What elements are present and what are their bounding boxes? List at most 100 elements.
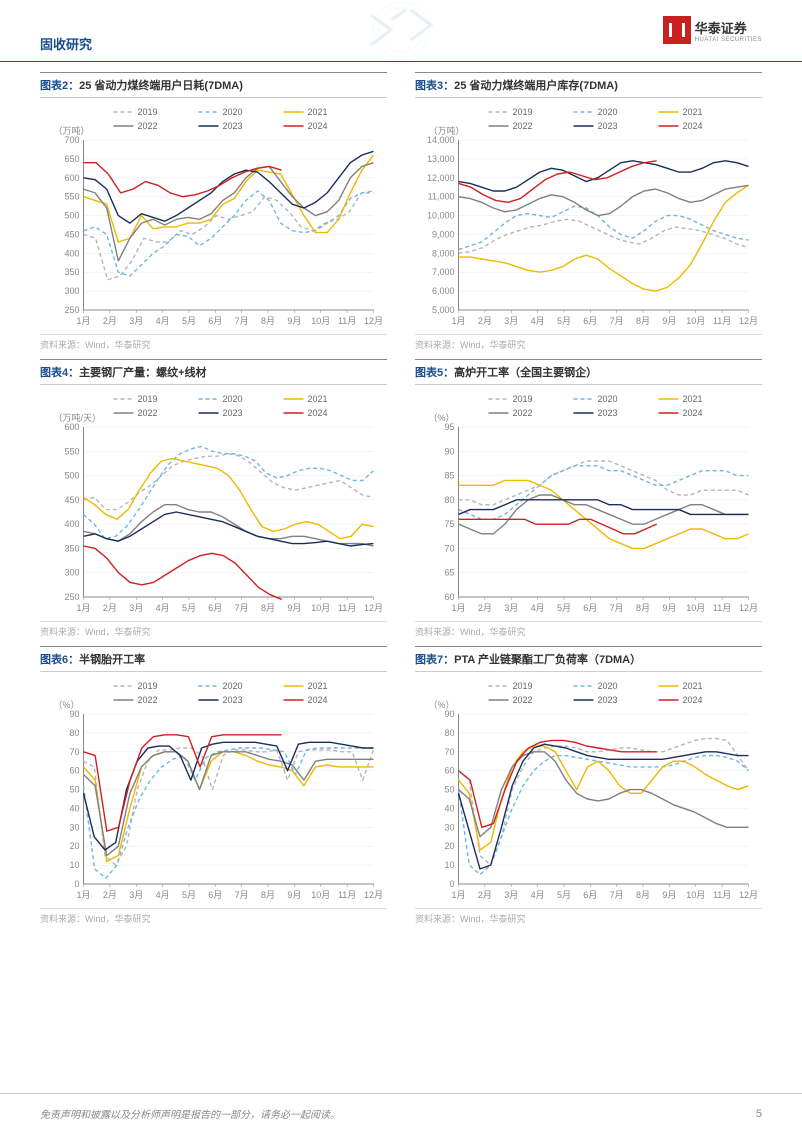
chart-title: 图表5：高炉开工率（全国主要钢企） (415, 359, 762, 385)
svg-text:500: 500 (64, 471, 79, 481)
svg-text:2020: 2020 (223, 394, 243, 404)
svg-text:（%）: （%） (54, 700, 80, 710)
chart-title-text: 半钢胎开工率 (79, 654, 145, 666)
chart-source: 资料来源：Wind，华泰研究 (415, 621, 762, 638)
svg-text:5月: 5月 (557, 890, 571, 900)
svg-text:40: 40 (444, 803, 454, 813)
svg-text:8月: 8月 (261, 603, 275, 613)
charts-grid: 图表2：25 省动力煤终端用户日耗(7DMA)25030035040045050… (0, 62, 802, 925)
svg-text:2022: 2022 (513, 695, 533, 705)
svg-text:12月: 12月 (364, 890, 383, 900)
svg-text:6,000: 6,000 (432, 286, 455, 296)
svg-text:550: 550 (64, 446, 79, 456)
svg-text:1月: 1月 (76, 890, 90, 900)
chart-source: 资料来源：Wind，华泰研究 (40, 908, 387, 925)
chart-canvas: 5,0006,0007,0008,0009,00010,00011,00012,… (415, 102, 762, 332)
svg-text:11月: 11月 (713, 316, 731, 326)
svg-text:5月: 5月 (182, 603, 196, 613)
chart-title: 图表4：主要钢厂产量：螺纹+线材 (40, 359, 387, 385)
svg-text:12,000: 12,000 (427, 173, 455, 183)
chart-block-7: 图表7：PTA 产业链聚酯工厂负荷率（7DMA）0102030405060708… (415, 646, 762, 925)
svg-text:250: 250 (64, 592, 79, 602)
svg-text:7月: 7月 (610, 603, 624, 613)
svg-text:8月: 8月 (636, 603, 650, 613)
svg-text:10月: 10月 (311, 316, 330, 326)
page-footer: 免责声明和披露以及分析师声明是报告的一部分，请务必一起阅读。 5 (0, 1093, 802, 1133)
svg-text:550: 550 (64, 192, 79, 202)
svg-text:12月: 12月 (739, 890, 758, 900)
svg-text:600: 600 (64, 422, 79, 432)
svg-text:2月: 2月 (478, 890, 492, 900)
svg-text:60: 60 (444, 766, 454, 776)
svg-text:7,000: 7,000 (432, 267, 455, 277)
chart-block-4: 图表4：主要钢厂产量：螺纹+线材250300350400450500550600… (40, 359, 387, 638)
svg-text:6月: 6月 (208, 603, 222, 613)
svg-text:2024: 2024 (308, 695, 328, 705)
chart-block-6: 图表6：半钢胎开工率01020304050607080901月2月3月4月5月6… (40, 646, 387, 925)
svg-text:1月: 1月 (451, 316, 465, 326)
svg-text:500: 500 (64, 211, 79, 221)
chart-title: 图表3：25 省动力煤终端用户库存(7DMA) (415, 72, 762, 98)
svg-text:300: 300 (64, 568, 79, 578)
svg-text:2023: 2023 (598, 695, 618, 705)
svg-text:80: 80 (69, 728, 79, 738)
svg-text:2月: 2月 (103, 603, 117, 613)
svg-text:9月: 9月 (662, 603, 676, 613)
chart-title-prefix: 图表6： (40, 654, 79, 666)
svg-text:85: 85 (444, 471, 454, 481)
svg-text:11月: 11月 (713, 890, 731, 900)
svg-text:3月: 3月 (504, 890, 518, 900)
svg-text:3月: 3月 (504, 316, 518, 326)
svg-text:12月: 12月 (364, 316, 383, 326)
chart-title: 图表7：PTA 产业链聚酯工厂负荷率（7DMA） (415, 646, 762, 672)
chart-source: 资料来源：Wind，华泰研究 (415, 334, 762, 351)
svg-text:1月: 1月 (76, 603, 90, 613)
svg-text:0: 0 (449, 879, 454, 889)
svg-text:60: 60 (69, 766, 79, 776)
svg-text:4月: 4月 (156, 316, 170, 326)
svg-text:2023: 2023 (223, 695, 243, 705)
svg-text:2月: 2月 (478, 603, 492, 613)
svg-text:8,000: 8,000 (432, 248, 455, 258)
chart-canvas: 2503003504004505005506001月2月3月4月5月6月7月8月… (40, 389, 387, 619)
svg-text:12月: 12月 (739, 603, 758, 613)
svg-text:8月: 8月 (261, 316, 275, 326)
page-header: 固收研究 华泰证券 HUATAI SECURITIES (0, 0, 802, 62)
svg-text:（万吨）: （万吨） (54, 125, 90, 136)
svg-text:11月: 11月 (338, 603, 356, 613)
chart-canvas: 2503003504004505005506006507001月2月3月4月5月… (40, 102, 387, 332)
svg-text:60: 60 (444, 592, 454, 602)
company-logo: 华泰证券 HUATAI SECURITIES (663, 16, 762, 44)
svg-text:4月: 4月 (531, 603, 545, 613)
svg-text:2023: 2023 (598, 408, 618, 418)
svg-text:6月: 6月 (583, 890, 597, 900)
svg-text:2020: 2020 (598, 681, 618, 691)
svg-text:5,000: 5,000 (432, 305, 455, 315)
chart-title-text: 25 省动力煤终端用户日耗(7DMA) (79, 80, 243, 92)
svg-text:70: 70 (444, 543, 454, 553)
svg-text:250: 250 (64, 305, 79, 315)
svg-text:10,000: 10,000 (427, 211, 455, 221)
svg-text:20: 20 (69, 841, 79, 851)
svg-text:4月: 4月 (531, 890, 545, 900)
svg-text:650: 650 (64, 154, 79, 164)
svg-text:10月: 10月 (686, 603, 705, 613)
svg-text:2021: 2021 (308, 394, 328, 404)
logo-text-block: 华泰证券 HUATAI SECURITIES (695, 18, 762, 43)
svg-text:（万吨/天）: （万吨/天） (54, 412, 102, 423)
chart-source: 资料来源：Wind，华泰研究 (415, 908, 762, 925)
svg-text:10月: 10月 (686, 316, 705, 326)
svg-text:600: 600 (64, 173, 79, 183)
svg-text:9月: 9月 (662, 316, 676, 326)
svg-text:2020: 2020 (223, 681, 243, 691)
svg-text:10: 10 (69, 860, 79, 870)
svg-text:2023: 2023 (223, 121, 243, 131)
svg-text:2021: 2021 (683, 394, 703, 404)
chart-canvas: 01020304050607080901月2月3月4月5月6月7月8月9月10月… (40, 676, 387, 906)
svg-text:10月: 10月 (311, 890, 330, 900)
svg-text:2024: 2024 (683, 121, 703, 131)
chart-canvas: 01020304050607080901月2月3月4月5月6月7月8月9月10月… (415, 676, 762, 906)
svg-text:50: 50 (444, 785, 454, 795)
svg-text:2024: 2024 (308, 121, 328, 131)
svg-text:9,000: 9,000 (432, 229, 455, 239)
